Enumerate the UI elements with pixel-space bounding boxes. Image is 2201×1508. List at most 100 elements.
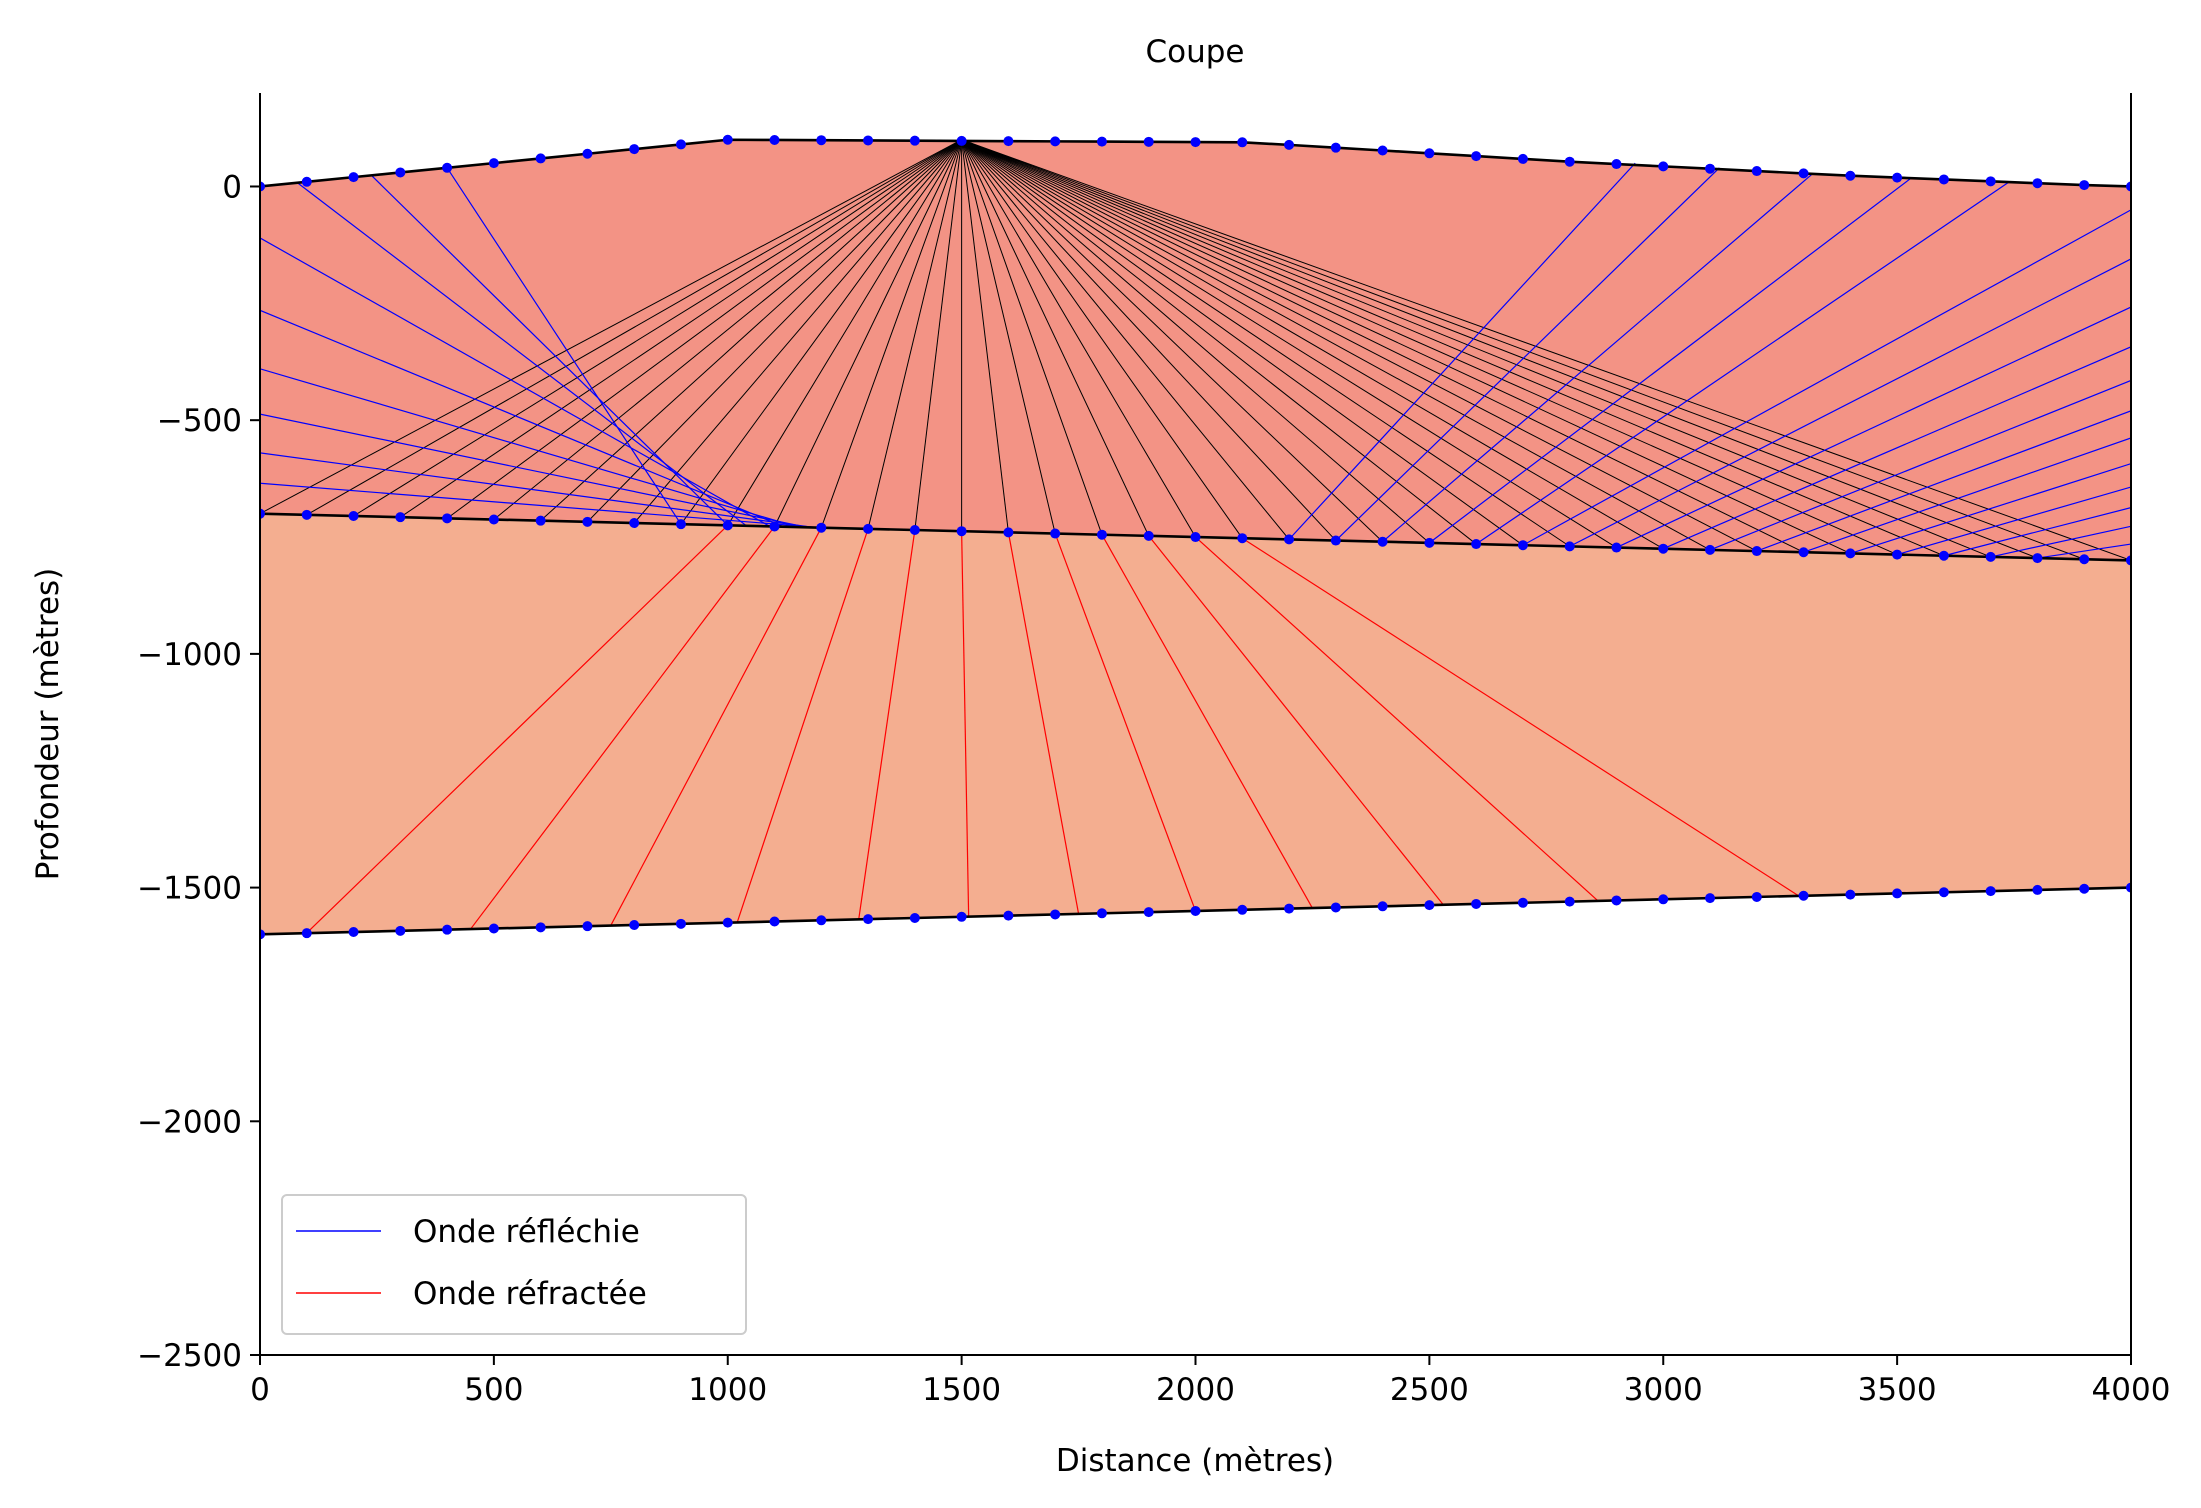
interface-2-point — [1424, 900, 1435, 911]
incident-ray — [961, 139, 2038, 559]
interface-1-point — [1705, 544, 1716, 555]
interface-1-point — [582, 516, 593, 527]
x-axis-label: Distance (mètres) — [1056, 1443, 1334, 1479]
interface-1-point — [1611, 542, 1622, 553]
reflected-ray — [1569, 258, 2131, 547]
x-axis-ticks: 0 500 1000 1500 2000 2500 3000 3500 4000 — [250, 1355, 2170, 1408]
incident-ray — [961, 139, 1570, 547]
refracted-ray — [736, 528, 869, 923]
reflected-ray — [2037, 543, 2131, 559]
surface-point — [1237, 137, 1248, 148]
reflected-ray — [1522, 209, 2131, 546]
interface-2-point — [1845, 889, 1856, 900]
y-axis-ticks: 0 −500 −1000 −1500 −2000 −2500 — [137, 169, 260, 1374]
reflected-ray — [260, 413, 808, 528]
interface-2-point — [1658, 894, 1669, 905]
interface-2-point — [582, 921, 593, 932]
incident-ray — [961, 139, 1337, 541]
reflected-ray — [1803, 437, 2131, 553]
interface-2-point — [1892, 888, 1903, 899]
refracted-ray — [1054, 533, 1197, 912]
interface-1-point — [909, 525, 920, 536]
incident-ray — [961, 139, 1383, 543]
interface-2-point — [1377, 901, 1388, 912]
interface-2-point — [1751, 891, 1762, 902]
y-tick-label: −2500 — [137, 1338, 242, 1374]
interface-1-point — [488, 514, 499, 525]
reflected-ray — [1288, 162, 1636, 540]
plot-area — [260, 134, 2131, 940]
surface-point — [442, 162, 453, 173]
incident-ray — [961, 139, 1711, 551]
interface-2-point — [956, 911, 967, 922]
interface-2-point — [1471, 898, 1482, 909]
surface-point — [1424, 148, 1435, 159]
interface-1-point — [442, 513, 453, 524]
surface-point — [909, 135, 920, 146]
incident-ray — [961, 139, 1056, 534]
x-tick-label: 0 — [250, 1372, 270, 1408]
reflected-ray — [1616, 306, 2131, 549]
interface-2-point — [1564, 896, 1575, 907]
interface-1-point — [675, 519, 686, 530]
surface-point — [582, 148, 593, 159]
reflected-ray — [1335, 167, 1720, 541]
interface-2-point — [488, 923, 499, 934]
interface-1-point — [2079, 554, 2090, 565]
incident-ray — [353, 139, 962, 517]
interface-2-point — [1517, 897, 1528, 908]
x-tick-label: 1000 — [688, 1372, 767, 1408]
reflected-ray — [260, 452, 815, 529]
x-tick-label: 2500 — [1390, 1372, 1469, 1408]
incident-ray — [867, 139, 963, 529]
legend-label-reflected: Onde réfléchie — [413, 1214, 640, 1250]
interface-1-point — [301, 509, 312, 520]
incident-ray — [961, 139, 1477, 545]
x-tick-label: 4000 — [2092, 1372, 2171, 1408]
refracted-ray — [1241, 537, 1800, 897]
interface-2-point — [1985, 886, 1996, 897]
incident-ray — [961, 139, 1617, 548]
legend: Onde réfléchie Onde réfractée — [281, 1194, 747, 1335]
surface-point — [1658, 161, 1669, 172]
incident-ray — [633, 139, 963, 524]
reflected-ray — [1943, 507, 2131, 557]
incident-ray — [961, 139, 2131, 561]
x-tick-label: 2000 — [1156, 1372, 1235, 1408]
surface-point — [1284, 139, 1295, 150]
refracted-ray — [610, 527, 822, 926]
interface-1-point — [1330, 535, 1341, 546]
incident-ray — [961, 139, 1524, 546]
interface-2-point — [769, 916, 780, 927]
interface-1-point — [629, 518, 640, 529]
surface-point — [1845, 170, 1856, 181]
interface-points — [260, 134, 2131, 940]
incident-ray — [446, 139, 962, 519]
reflected-ray — [260, 368, 799, 528]
interface-1-point — [816, 522, 827, 533]
surface-point — [1471, 151, 1482, 162]
surface-point — [863, 135, 874, 146]
interface-2-point — [1143, 907, 1154, 918]
y-tick-label: −2000 — [137, 1104, 242, 1140]
interface-1-point — [863, 523, 874, 534]
interface-1-point — [1658, 543, 1669, 554]
reflected-ray — [1382, 172, 1814, 543]
incident-ray — [400, 139, 962, 518]
x-tick-label: 3000 — [1624, 1372, 1703, 1408]
reflected-ray — [1429, 177, 1912, 544]
interface-1-point — [2126, 555, 2131, 566]
reflected-rays — [260, 162, 2131, 559]
interface-1-point — [1237, 533, 1248, 544]
surface-point — [1330, 142, 1341, 153]
interface-1-point — [535, 515, 546, 526]
incident-ray — [961, 139, 2085, 560]
reflected-ray — [371, 175, 729, 526]
x-tick-label: 500 — [464, 1372, 523, 1408]
surface-point — [301, 176, 312, 187]
reflected-ray — [260, 309, 785, 528]
reflected-ray — [297, 182, 747, 527]
interface-1-point — [722, 520, 733, 531]
y-tick-label: −1500 — [137, 871, 242, 907]
